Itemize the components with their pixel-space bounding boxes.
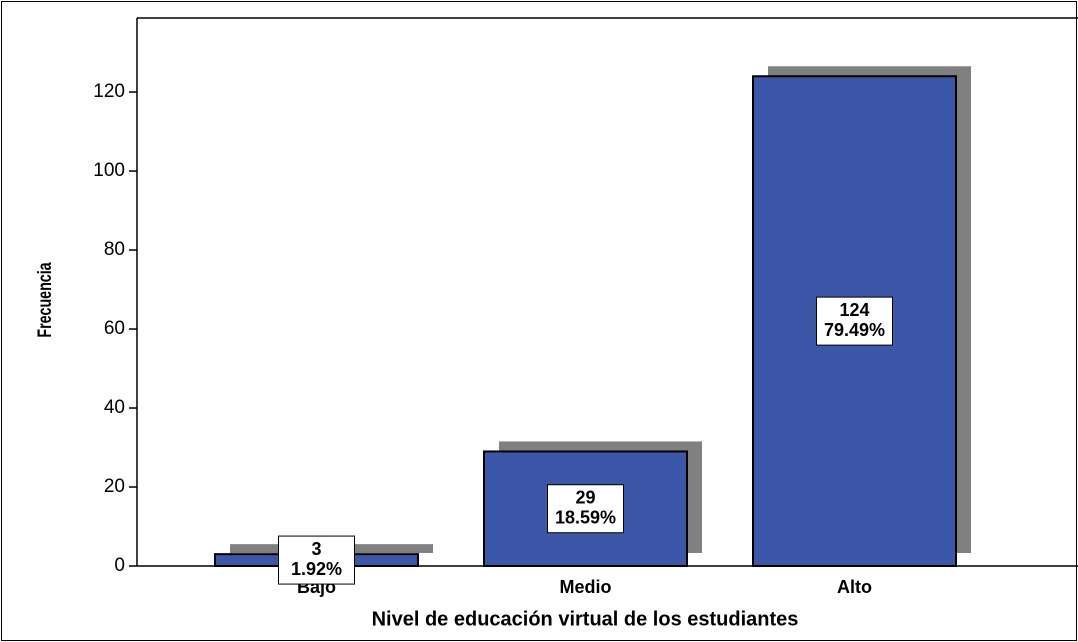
y-tick-label: 20: [104, 476, 125, 497]
data-label-box: [278, 535, 355, 585]
y-tick-label: 100: [93, 160, 125, 181]
data-label-percent: 1.92%: [291, 559, 342, 579]
data-label-count: 3: [311, 539, 321, 559]
y-tick-label: 40: [104, 397, 125, 418]
data-label-percent: 79.49%: [824, 320, 885, 340]
y-tick-label: 120: [93, 81, 125, 102]
y-tick-label: 80: [104, 239, 125, 260]
y-axis-title: Frecuencia: [34, 262, 55, 338]
y-tick-label: 0: [114, 555, 125, 576]
x-tick-label: Alto: [837, 577, 872, 597]
data-label-percent: 18.59%: [555, 507, 616, 527]
data-label-box: [547, 484, 624, 534]
x-tick-label: Medio: [560, 577, 612, 597]
y-tick-label: 60: [104, 318, 125, 339]
data-label: 31.92%: [278, 535, 355, 585]
data-label-count: 124: [839, 300, 869, 320]
x-axis-title: Nivel de educación virtual de los estudi…: [372, 608, 799, 630]
data-label-count: 29: [575, 487, 595, 507]
data-label-box: [816, 296, 893, 346]
